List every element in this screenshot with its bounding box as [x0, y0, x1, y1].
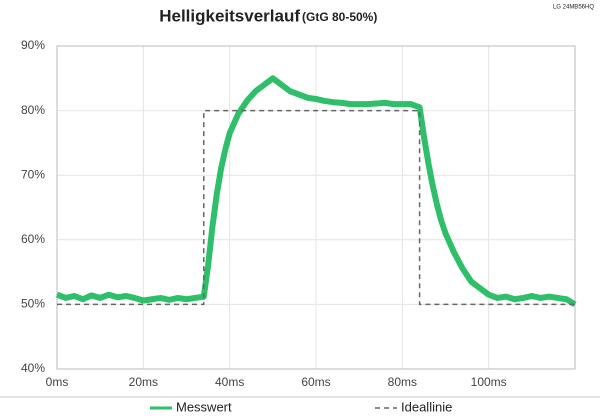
chart-title: Helligkeitsverlauf: [159, 6, 300, 25]
x-tick-label: 20ms: [129, 375, 158, 389]
y-tick-label: 60%: [21, 232, 45, 246]
y-tick-label: 90%: [21, 38, 45, 52]
x-tick-label: 60ms: [301, 375, 330, 389]
y-tick-label: 80%: [21, 103, 45, 117]
y-tick-label: 40%: [21, 361, 45, 375]
model-label: LG 24MB56HQ: [553, 5, 594, 11]
ideal-line: [57, 109, 575, 306]
y-tick-label: 70%: [21, 167, 45, 181]
x-tick-label: 100ms: [471, 375, 507, 389]
x-tick-label: 0ms: [46, 375, 69, 389]
x-tick-label: 40ms: [215, 375, 244, 389]
plot-frame: [56, 45, 576, 370]
measured-line: [55, 75, 577, 307]
x-tick-label: 80ms: [388, 375, 417, 389]
legend-label: Messwert: [176, 399, 232, 414]
legend-label: Ideallinie: [401, 399, 452, 414]
y-tick-label: 50%: [21, 297, 45, 311]
chart-subtitle: (GtG 80-50%): [302, 10, 377, 24]
